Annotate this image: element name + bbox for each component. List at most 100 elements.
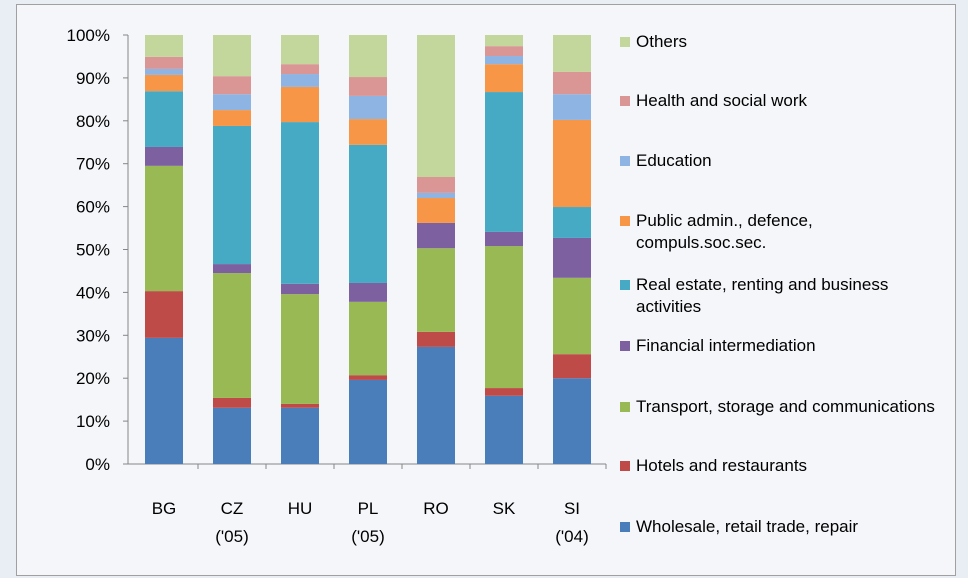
bar-segment [485,395,523,464]
y-tick-label: 20% [76,369,110,388]
y-tick-label: 0% [85,455,110,474]
bar-segment [417,222,455,249]
bar-segment [213,35,251,77]
legend-swatch [620,280,630,290]
bar-segment [485,231,523,247]
bar-segment [485,64,523,93]
bar-segment [145,56,183,69]
legend-label: Transport, storage and communications [636,397,935,416]
bar-segment [417,35,455,177]
bar-segment [145,91,183,147]
legend-swatch [620,402,630,412]
bar-segment [145,165,183,292]
y-tick-label: 100% [67,26,110,45]
bar-segment [145,74,183,92]
x-tick-label-line: CZ [221,499,244,518]
bar-segment [417,248,455,332]
bar-segment [417,198,455,223]
x-tick-label: SI ('04) [555,499,588,546]
bar-segment [417,176,455,193]
legend-label: Public admin., defence, compuls.soc.sec. [636,211,813,252]
bar-segment [417,331,455,347]
bar-segment [349,301,387,376]
bar-segment [485,35,523,47]
legend-swatch [620,461,630,471]
x-tick-label-line: ('04) [555,527,588,546]
x-tick-label-line: ('05) [215,527,248,546]
legend-label: Financial intermediation [636,336,816,355]
legend-label: Health and social work [636,91,808,110]
bar-segment [349,375,387,380]
bar-segment [553,94,591,120]
bar-segment [553,277,591,355]
x-tick-label-line: RO [423,499,449,518]
x-tick-label-line: HU [288,499,313,518]
y-tick-label: 70% [76,155,110,174]
x-tick-label: BG [152,499,177,518]
legend-swatch [620,341,630,351]
bar-segment [213,110,251,126]
bar-segment [485,388,523,396]
bar-segment [145,291,183,338]
bar-segment [349,144,387,283]
x-tick-label-line: PL [358,499,379,518]
x-tick-label: PL ('05) [351,499,384,546]
y-tick-label: 30% [76,326,110,345]
legend-item: Financial intermediation [620,335,956,357]
bar-segment [281,86,319,123]
bar-segment [417,192,455,199]
bar-segment [145,146,183,166]
bar-segment [553,35,591,72]
bar-segment [281,35,319,65]
y-tick-label: 40% [76,283,110,302]
bar-segment [349,119,387,145]
bar-segment [213,264,251,274]
y-tick-label: 60% [76,198,110,217]
bar-segment [281,407,319,464]
legend-swatch [620,156,630,166]
legend-swatch [620,522,630,532]
x-tick-label-line: BG [152,499,177,518]
bar-segment [213,94,251,111]
legend-item: Others [620,31,956,53]
legend-label: Education [636,151,712,170]
bar-segment [349,77,387,96]
bar-segment [553,207,591,238]
bar-segment [213,397,251,408]
bar-segment [213,125,251,265]
y-tick-label: 50% [76,241,110,260]
bar-segment [281,294,319,404]
legend-label: Wholesale, retail trade, repair [636,517,859,536]
bar-segment [349,282,387,302]
bar-segment [553,354,591,379]
bar-segment [485,56,523,65]
y-tick-label: 90% [76,69,110,88]
bar-segment [281,64,319,75]
x-tick-label: CZ ('05) [215,499,248,546]
bar-segment [485,46,523,57]
x-tick-label: RO [423,499,449,518]
legend-item: Health and social work [620,90,956,112]
legend-item: Education [620,150,956,172]
bar-segment [281,74,319,87]
legend-swatch [620,216,630,226]
bar-segment [281,122,319,284]
x-tick-label: HU [288,499,313,518]
bar-segment [553,237,591,278]
legend-label: Real estate, renting and business activi… [636,275,889,316]
bar-segment [281,283,319,295]
y-tick-label: 80% [76,112,110,131]
bar-segment [213,273,251,398]
legend-label: Others [636,32,688,51]
bar-segment [349,95,387,120]
legend-item: Transport, storage and communications [620,396,956,418]
x-tick-label-line: ('05) [351,527,384,546]
x-tick-label-line: SI [564,499,580,518]
bar-segment [417,346,455,464]
bar-segment [213,76,251,95]
bar-segment [553,71,591,95]
bar-segment [145,68,183,75]
bar-segment [553,119,591,208]
